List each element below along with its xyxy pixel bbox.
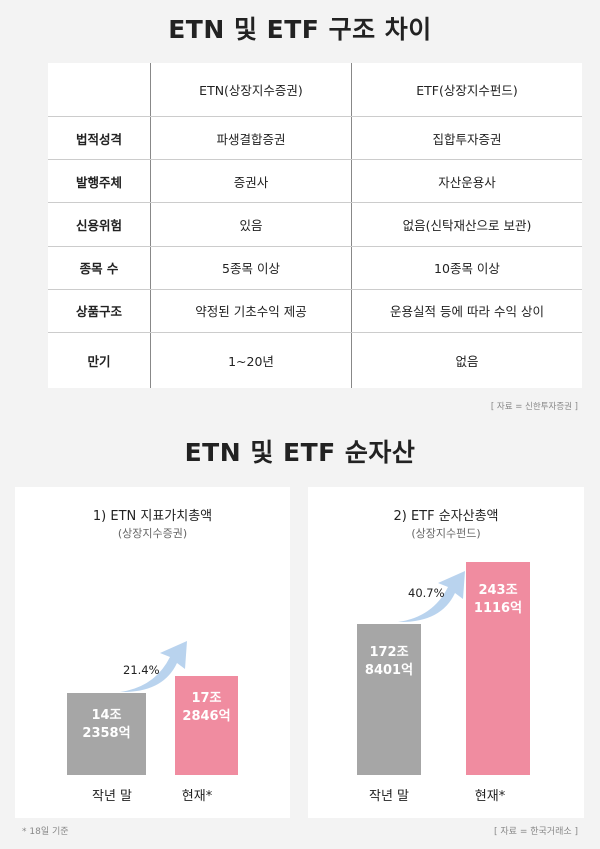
header-blank (48, 63, 151, 117)
table-row: 종목 수 5종목 이상 10종목 이상 (48, 246, 582, 290)
row-header: 신용위험 (48, 202, 151, 247)
growth-arrow-icon (120, 641, 187, 693)
footnote: * 18일 기준 (22, 827, 69, 837)
table-row: 상품구조 약정된 기초수익 제공 운용실적 등에 따라 수익 상이 (48, 289, 582, 333)
etf-cell: 운용실적 등에 따라 수익 상이 (351, 289, 582, 333)
table-source: [ 자료 = 신한투자증권 ] (490, 402, 578, 412)
row-header: 발행주체 (48, 159, 151, 204)
table-row: 신용위험 있음 없음(신탁재산으로 보관) (48, 202, 582, 247)
row-header: 상품구조 (48, 289, 151, 333)
comparison-table: ETN(상장지수증권) ETF(상장지수펀드) 법적성격 파생결합증권 집합투자증권… (48, 63, 582, 388)
etn-cell: 파생결합증권 (150, 116, 352, 161)
chart-source: [ 자료 = 한국거래소 ] (494, 827, 578, 837)
etn-cell: 있음 (150, 202, 352, 247)
bar-current: 243조 1116억 (466, 562, 530, 775)
comparison-table-panel: ETN(상장지수증권) ETF(상장지수펀드) 법적성격 파생결합증권 집합투자증권… (48, 63, 582, 388)
structure-title: ETN 및 ETF 구조 차이 (168, 15, 432, 44)
bar-value-label: 1116억 (473, 601, 523, 616)
table-header-row: ETN(상장지수증권) ETF(상장지수펀드) (48, 63, 582, 117)
etf-cell: 10종목 이상 (351, 246, 582, 290)
bar-value-label: 8401억 (364, 662, 414, 678)
bar-current: 17조 2846억 (175, 676, 238, 775)
x-tick-label: 현재* (474, 789, 506, 804)
etn-cell: 1~20년 (150, 332, 352, 388)
net-assets-title: ETN 및 ETF 순자산 (184, 438, 416, 467)
etf-cell: 집합투자증권 (351, 116, 582, 161)
growth-label: 40.7% (408, 586, 445, 600)
chart-title: 2) ETF 순자산총액 (393, 509, 499, 524)
header-etf: ETF(상장지수펀드) (351, 63, 582, 117)
chart-subtitle: (상장지수펀드) (411, 527, 481, 540)
header-etn: ETN(상장지수증권) (150, 63, 352, 117)
chart-title: 1) ETN 지표가치총액 (92, 509, 213, 524)
table-row: 법적성격 파생결합증권 집합투자증권 (48, 116, 582, 161)
bar-value-label: 2846억 (182, 709, 231, 724)
row-header: 만기 (87, 353, 111, 369)
chart-subtitle: (상장지수증권) (117, 527, 188, 540)
bar-last-year: 14조 2358억 (67, 693, 146, 775)
etf-cell: 자산운용사 (351, 159, 582, 204)
row-header: 법적성격 (48, 116, 151, 161)
growth-label: 21.4% (123, 663, 160, 677)
etn-cell: 5종목 이상 (150, 246, 352, 290)
etn-cell: 약정된 기초수익 제공 (150, 289, 352, 333)
growth-arrow-icon (398, 571, 465, 623)
table-row: 만기 1~20년 없음 (48, 332, 582, 388)
bar-value-label: 243조 (478, 583, 518, 598)
etf-cell: 없음 (455, 353, 479, 369)
table-row: 발행주체 증권사 자산운용사 (48, 159, 582, 204)
bar-value-label: 172조 (369, 644, 409, 660)
x-tick-label: 작년 말 (368, 789, 409, 804)
bar-value-label: 14조 (91, 708, 122, 724)
x-tick-label: 현재* (181, 789, 213, 804)
bar-last-year: 172조 8401억 (357, 623, 421, 775)
bar-value-label: 2358억 (82, 726, 131, 742)
bar-value-label: 17조 (191, 691, 222, 706)
row-header: 종목 수 (48, 246, 151, 290)
x-tick-label: 작년 말 (91, 789, 132, 804)
etn-cell: 증권사 (150, 159, 352, 204)
etf-cell: 없음(신탁재산으로 보관) (351, 202, 582, 247)
